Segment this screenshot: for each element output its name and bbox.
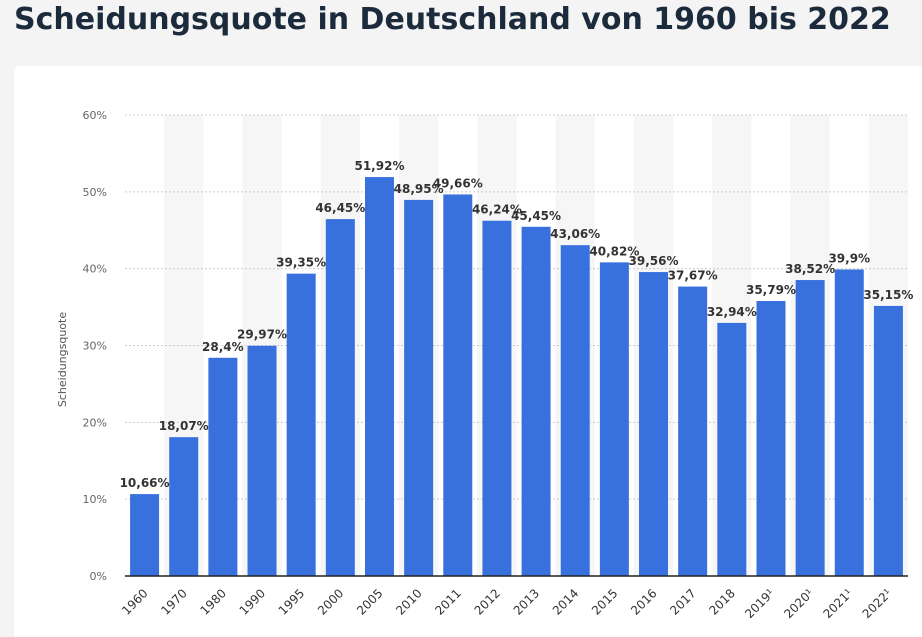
bar [247, 345, 277, 576]
bar-chart: 0% 10% 20% 30% 40% 50% 60% Scheidungsquote 10,66… [56, 109, 913, 621]
bar [521, 226, 551, 577]
x-tick-label: 2018 [706, 586, 737, 617]
x-tick-label: 1995 [276, 586, 307, 617]
bar [208, 357, 238, 576]
data-label: 35,79% [746, 283, 796, 297]
data-label: 29,97% [237, 328, 287, 342]
data-label: 18,07% [159, 419, 209, 433]
data-label: 37,67% [668, 269, 718, 283]
x-tick-label: 2019¹ [742, 586, 777, 621]
x-tick-label: 2005 [354, 586, 385, 617]
bar [404, 199, 434, 576]
data-label: 10,66% [120, 476, 170, 490]
bar [756, 301, 786, 576]
y-tick-label: 30% [83, 340, 107, 353]
y-tick-label: 0% [90, 570, 107, 583]
x-tick-label: 2010 [393, 586, 424, 617]
bar [169, 437, 199, 576]
x-tick-label: 2015 [589, 586, 620, 617]
bar [130, 494, 160, 576]
bar [482, 220, 512, 576]
data-label: 39,35% [276, 256, 326, 270]
x-tick-label: 2016 [628, 586, 659, 617]
x-tick-label: 2020¹ [781, 586, 816, 621]
x-tick-label: 2012 [472, 586, 503, 617]
data-label: 35,15% [863, 288, 913, 302]
y-tick-label: 20% [83, 416, 107, 429]
data-label: 39,56% [629, 254, 679, 268]
bar [834, 269, 864, 576]
data-label: 28,4% [202, 340, 244, 354]
bar [717, 322, 747, 576]
page-title: Scheidungsquote in Deutschland von 1960 … [14, 2, 891, 37]
x-tick-label: 2011 [432, 586, 463, 617]
bar [443, 194, 473, 576]
x-tick-label: 2000 [315, 586, 346, 617]
x-tick-label: 1960 [119, 586, 150, 617]
y-tick-label: 10% [83, 493, 107, 506]
data-label: 40,82% [589, 244, 639, 258]
y-tick-label: 40% [83, 263, 107, 276]
x-tick-label: 2014 [550, 586, 581, 617]
y-tick-label: 50% [83, 186, 107, 199]
bar [795, 280, 825, 576]
data-label: 49,66% [433, 176, 483, 190]
data-label: 43,06% [550, 227, 600, 241]
data-label: 32,94% [707, 305, 757, 319]
bar [325, 219, 355, 577]
chart-card: 0% 10% 20% 30% 40% 50% 60% Scheidungsquote 10,66… [14, 66, 922, 637]
x-tick-label: 1990 [237, 586, 268, 617]
bar [560, 245, 590, 576]
x-tick-label: 2022¹ [860, 586, 895, 621]
x-tick-label: 1970 [158, 586, 189, 617]
data-label: 38,52% [785, 262, 835, 276]
data-label: 51,92% [354, 159, 404, 173]
x-tick-label: 2013 [511, 586, 542, 617]
data-label: 39,9% [828, 251, 870, 265]
data-label: 46,24% [472, 203, 522, 217]
bar [286, 273, 316, 576]
x-tick-label: 1980 [198, 586, 229, 617]
bar [364, 177, 394, 576]
y-axis-label: Scheidungsquote [56, 312, 69, 407]
bar [678, 286, 708, 576]
x-tick-label: 2021¹ [820, 586, 855, 621]
bar [639, 272, 669, 576]
y-tick-label: 60% [83, 109, 107, 122]
data-label: 45,45% [511, 209, 561, 223]
bar [873, 305, 903, 576]
data-label: 46,45% [315, 201, 365, 215]
data-label: 48,95% [394, 182, 444, 196]
bar [599, 262, 629, 576]
x-tick-label: 2017 [667, 586, 698, 617]
